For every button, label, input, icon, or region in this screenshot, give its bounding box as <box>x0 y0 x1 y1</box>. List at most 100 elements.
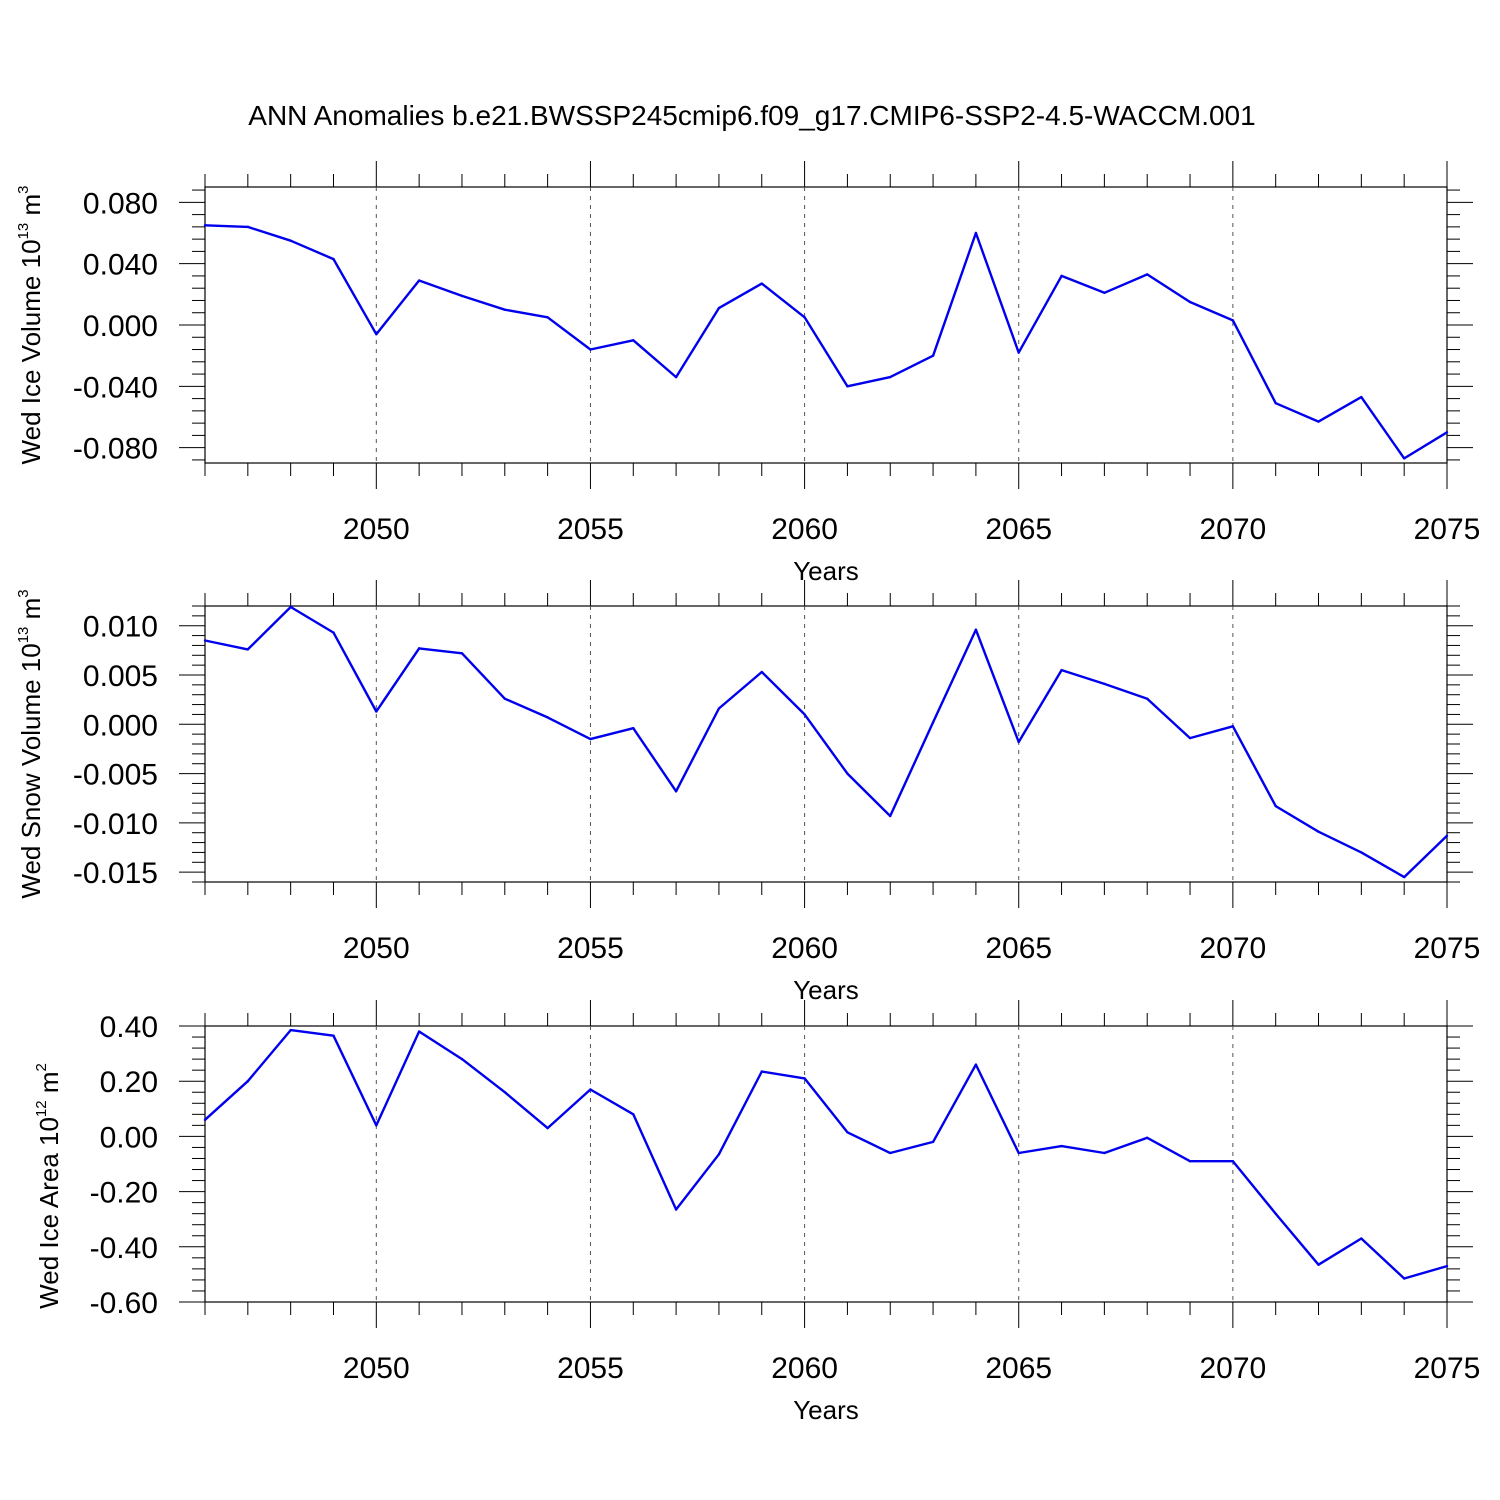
y-tick-label: 0.005 <box>83 660 158 693</box>
data-point <box>546 716 549 719</box>
data-point <box>632 727 635 730</box>
chart-title: ANN Anomalies b.e21.BWSSP245cmip6.f09_g1… <box>248 100 1255 131</box>
data-point <box>417 647 421 650</box>
data-point <box>503 308 506 311</box>
data-point <box>375 333 378 336</box>
y-tick-label: -0.010 <box>73 808 158 841</box>
series-line <box>204 1028 1448 1280</box>
data-point <box>1103 682 1106 686</box>
data-point <box>375 1124 378 1127</box>
series-line <box>204 224 1448 460</box>
data-point <box>1274 1212 1277 1215</box>
data-point <box>760 282 763 285</box>
x-tick-label: 2065 <box>985 932 1052 965</box>
data-point <box>289 1028 292 1032</box>
data-point <box>931 1140 935 1144</box>
data-point <box>417 279 421 282</box>
x-tick-label: 2065 <box>985 513 1052 546</box>
data-point <box>674 375 678 379</box>
y-axis-label: Wed Snow Volume 1013 m3 <box>15 589 46 898</box>
y-tick-label: 0.010 <box>83 611 158 644</box>
data-point <box>460 1057 464 1061</box>
data-point <box>1017 740 1020 744</box>
data-point <box>1146 273 1149 276</box>
data-point <box>1017 351 1020 354</box>
data-point <box>1445 431 1449 434</box>
data-point <box>846 385 849 388</box>
data-point <box>632 339 635 342</box>
data-point <box>332 631 335 634</box>
y-axis-label: Wed Ice Area 1012 m2 <box>33 1063 64 1309</box>
data-point <box>889 814 892 818</box>
data-point <box>974 628 978 631</box>
x-tick-label: 2070 <box>1199 932 1266 965</box>
data-point <box>889 1151 892 1155</box>
data-point <box>1317 420 1320 423</box>
y-tick-label: 0.040 <box>83 249 158 282</box>
x-tick-label: 2075 <box>1414 1352 1481 1385</box>
panel-3: 2050 2055 2060 2065 2070 2075 Years -0.60 -0.40 -… <box>33 1000 1480 1425</box>
data-point <box>1360 1237 1363 1240</box>
data-point <box>803 713 806 716</box>
data-point <box>1317 1263 1320 1266</box>
data-point <box>1060 1144 1063 1148</box>
x-tick-label: 2050 <box>343 1352 410 1385</box>
y-tick-label: -0.40 <box>90 1232 158 1265</box>
data-point <box>1402 1277 1406 1280</box>
data-point <box>589 348 592 351</box>
data-point <box>1231 725 1235 728</box>
data-point <box>974 1063 978 1066</box>
x-tick-label: 2060 <box>771 932 838 965</box>
x-tick-label: 2060 <box>771 513 838 546</box>
data-point <box>332 1034 335 1037</box>
data-point <box>760 670 763 674</box>
x-tick-label: 2070 <box>1199 1352 1266 1385</box>
y-tick-label: 0.080 <box>83 187 158 220</box>
data-point <box>1360 851 1363 854</box>
data-point <box>203 639 207 642</box>
y-tick-label: -0.080 <box>73 433 158 466</box>
data-point <box>1445 834 1449 837</box>
panel-2: 2050 2055 2060 2065 2070 2075 Years -0.015 -0.01… <box>15 580 1480 1005</box>
x-tick-label: 2055 <box>557 513 624 546</box>
x-tick-label: 2055 <box>557 932 624 965</box>
data-point <box>1360 395 1363 399</box>
data-point <box>1146 697 1149 700</box>
data-point <box>1188 736 1192 740</box>
data-point <box>717 707 721 710</box>
data-point <box>1103 291 1106 294</box>
data-point <box>589 737 592 741</box>
data-point <box>546 1126 549 1130</box>
data-point <box>1231 319 1235 322</box>
data-point <box>246 225 250 229</box>
data-point <box>460 294 464 298</box>
data-point <box>546 316 549 319</box>
x-axis-label: Years <box>793 975 859 1005</box>
x-tick-label: 2055 <box>557 1352 624 1385</box>
data-point <box>803 316 806 319</box>
data-point <box>203 224 207 227</box>
x-tick-label: 2050 <box>343 513 410 546</box>
y-tick-label: 0.000 <box>83 709 158 742</box>
y-tick-label: 0.40 <box>100 1011 158 1044</box>
data-point <box>1103 1151 1106 1155</box>
panel-1: 2050 2055 2060 2065 2070 2075 Years -0.080 -0.04… <box>15 161 1480 586</box>
data-point <box>246 1080 250 1083</box>
y-tick-label: -0.005 <box>73 759 158 792</box>
plot-frame <box>204 1025 1448 1303</box>
x-tick-label: 2070 <box>1199 513 1266 546</box>
x-axis-label: Years <box>793 556 859 586</box>
data-point <box>674 790 678 793</box>
series-line <box>204 605 1448 879</box>
data-point <box>1274 402 1277 405</box>
data-point <box>1231 1160 1235 1163</box>
data-point <box>1188 300 1192 304</box>
x-tick-label: 2075 <box>1414 932 1481 965</box>
data-point <box>289 605 292 609</box>
data-point <box>846 1131 849 1134</box>
y-tick-label: -0.015 <box>73 857 158 890</box>
data-point <box>674 1208 678 1211</box>
panels: 2050 2055 2060 2065 2070 2075 Years -0.080 -0.04… <box>15 161 1480 1425</box>
y-tick-label: -0.20 <box>90 1177 158 1210</box>
